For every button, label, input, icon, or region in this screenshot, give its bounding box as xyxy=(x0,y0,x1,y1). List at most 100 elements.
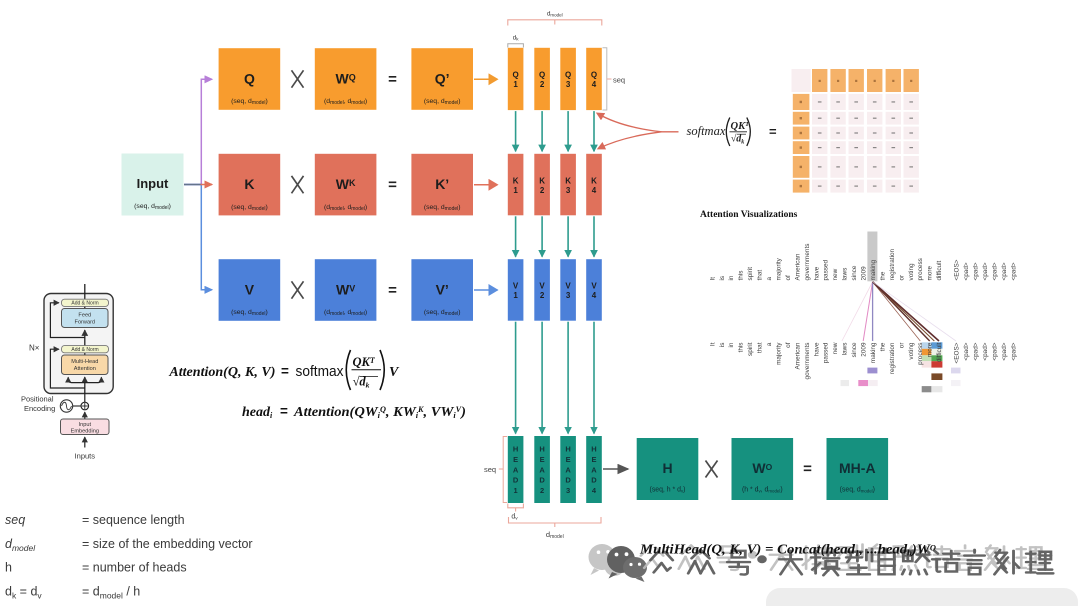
svg-text:H: H xyxy=(565,445,570,454)
svg-text:(seq, h * dv): (seq, h * dv) xyxy=(650,487,686,494)
svg-text:<pad>: <pad> xyxy=(963,342,970,360)
svg-text:(seq, dmodel): (seq, dmodel) xyxy=(424,98,461,106)
svg-text:since: since xyxy=(851,265,858,280)
svg-text:=: = xyxy=(769,124,777,139)
svg-text:V: V xyxy=(591,282,597,291)
svg-text:(seq, dmodel): (seq, dmodel) xyxy=(231,98,268,106)
svg-text:Q: Q xyxy=(591,70,597,79)
svg-text:voting: voting xyxy=(908,263,915,280)
svg-text:E: E xyxy=(540,455,545,464)
svg-text:D: D xyxy=(565,476,571,485)
svg-text:this: this xyxy=(738,271,745,281)
svg-text:registration: registration xyxy=(889,248,896,280)
svg-text:=: = xyxy=(388,177,397,194)
svg-text:3: 3 xyxy=(566,80,571,89)
svg-text:Multi-Head: Multi-Head xyxy=(71,359,98,365)
svg-text:1: 1 xyxy=(513,186,518,195)
svg-text:<pad>: <pad> xyxy=(1001,262,1008,280)
svg-text:seq: seq xyxy=(484,465,496,474)
svg-text:Q: Q xyxy=(244,71,255,87)
svg-text:of: of xyxy=(785,342,792,348)
svg-text:<pad>: <pad> xyxy=(972,342,979,360)
svg-text:majority: majority xyxy=(775,342,782,365)
svg-text:= size of the embedding vector: = size of the embedding vector xyxy=(82,537,253,551)
svg-text:H: H xyxy=(662,460,672,476)
svg-text:D: D xyxy=(513,476,519,485)
svg-text:K: K xyxy=(244,176,254,192)
svg-text:that: that xyxy=(757,270,764,281)
svg-text:seq: seq xyxy=(5,513,25,527)
svg-text:H: H xyxy=(539,445,544,454)
svg-text:dv: dv xyxy=(511,514,518,522)
svg-text:Attention Visualizations: Attention Visualizations xyxy=(700,210,798,220)
svg-text:(dmodel, dmodel): (dmodel, dmodel) xyxy=(324,98,367,106)
svg-text:E: E xyxy=(591,455,596,464)
svg-text:=: = xyxy=(281,364,289,379)
svg-text:governments: governments xyxy=(804,343,811,380)
svg-text:Input: Input xyxy=(137,176,169,191)
svg-text:=: = xyxy=(280,404,288,419)
svg-text:N×: N× xyxy=(29,344,40,353)
svg-text:Attention: Attention xyxy=(74,366,96,372)
svg-text:4: 4 xyxy=(592,80,597,89)
svg-text:H: H xyxy=(591,445,596,454)
svg-text:1: 1 xyxy=(513,80,518,89)
svg-text:(dmodel, dmodel): (dmodel, dmodel) xyxy=(324,309,367,317)
svg-text:= sequence length: = sequence length xyxy=(82,513,185,527)
svg-text:<pad>: <pad> xyxy=(963,262,970,280)
svg-text:h: h xyxy=(5,561,12,575)
svg-text:softmax: softmax xyxy=(687,124,726,138)
svg-text:2: 2 xyxy=(540,291,545,300)
svg-text:2: 2 xyxy=(540,80,545,89)
svg-text:MultiHead(Q, K, V) = Concat(he: MultiHead(Q, K, V) = Concat(head 1, ...he… xyxy=(639,543,936,558)
svg-text:have: have xyxy=(813,266,820,280)
svg-text:majority: majority xyxy=(775,257,782,280)
svg-text:<pad>: <pad> xyxy=(991,342,998,360)
svg-text:4: 4 xyxy=(592,186,597,195)
svg-text:E: E xyxy=(566,455,571,464)
svg-text:3: 3 xyxy=(566,291,571,300)
svg-text:K: K xyxy=(591,176,597,185)
svg-text:D: D xyxy=(591,476,597,485)
svg-text:dmodel: dmodel xyxy=(5,537,36,553)
svg-text:in: in xyxy=(728,275,735,280)
svg-text:a: a xyxy=(766,342,773,346)
svg-text:Embedding: Embedding xyxy=(71,429,99,435)
svg-text:in: in xyxy=(728,342,735,347)
svg-text:H: H xyxy=(513,445,518,454)
svg-text:spirit: spirit xyxy=(747,342,754,356)
svg-text:is: is xyxy=(719,276,726,281)
svg-text:dk: dk xyxy=(513,35,519,42)
svg-text:V: V xyxy=(513,282,519,291)
svg-text:MH-A: MH-A xyxy=(839,460,876,476)
svg-text:K: K xyxy=(513,176,519,185)
svg-text:more: more xyxy=(927,265,934,280)
svg-text:<pad>: <pad> xyxy=(1001,342,1008,360)
svg-text:K: K xyxy=(565,176,571,185)
svg-text:voting: voting xyxy=(908,342,915,359)
svg-text:1: 1 xyxy=(514,486,518,495)
svg-text:Add & Norm: Add & Norm xyxy=(71,347,98,353)
svg-text:difficult: difficult xyxy=(936,342,943,362)
svg-text:QKT: QKT xyxy=(731,121,751,132)
svg-text:Q: Q xyxy=(539,70,545,79)
svg-text:=: = xyxy=(803,461,812,478)
svg-text:V: V xyxy=(389,365,400,380)
svg-text:process: process xyxy=(917,258,924,280)
svg-text:Inputs: Inputs xyxy=(75,452,96,461)
svg-text:K: K xyxy=(539,176,545,185)
svg-text:passed: passed xyxy=(823,259,830,280)
svg-text:(seq, dmodel): (seq, dmodel) xyxy=(424,204,461,212)
svg-text:Q: Q xyxy=(512,70,518,79)
svg-text:Feed: Feed xyxy=(78,313,91,319)
svg-text:<EOS>: <EOS> xyxy=(953,342,960,363)
svg-text:A: A xyxy=(591,465,597,474)
svg-text:that: that xyxy=(757,342,764,353)
svg-text:is: is xyxy=(719,343,726,348)
svg-text:A: A xyxy=(539,465,545,474)
svg-text:(h * dv, dmodel): (h * dv, dmodel) xyxy=(742,487,783,494)
svg-text:A: A xyxy=(565,465,571,474)
svg-text:headi: headi xyxy=(242,405,273,420)
svg-text:(seq, dmodel): (seq, dmodel) xyxy=(424,309,461,317)
svg-text:It: It xyxy=(709,277,716,281)
